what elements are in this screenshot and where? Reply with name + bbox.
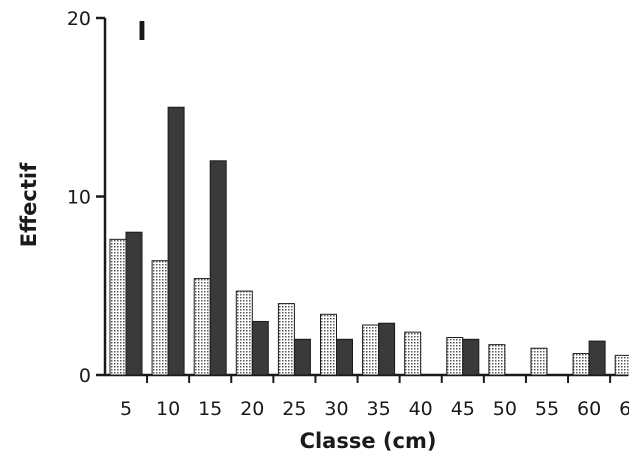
x-tick-label-10: 10 [156,398,180,420]
bar-dark-20 [251,320,269,376]
bar-dotted-light-50 [488,344,506,376]
x-axis-title: Classe (cm) [300,429,437,453]
bar-dark-25 [293,338,311,376]
bar-dark-10 [167,106,185,376]
y-axis-title: Effectif [17,162,41,247]
x-tick-label-35: 35 [367,398,391,420]
bar-dark-60 [588,340,606,376]
bar-dark-15 [209,160,227,376]
y-tick-label-20: 20 [67,8,91,30]
bar-dotted-light-15 [193,278,211,376]
bar-dotted-light-5 [109,238,127,376]
x-tick-label-40: 40 [409,398,433,420]
plot-area: 0 10 20 5 10 15 20 25 30 35 40 45 50 55 60 65 [67,8,629,420]
bar-dark-30 [336,338,353,376]
x-tick-label-60: 60 [577,398,601,420]
x-tick-label-45: 45 [451,398,475,420]
bar-dark-45 [462,338,480,376]
x-tick-label-20: 20 [240,398,264,420]
x-tick-label-55: 55 [535,398,559,420]
x-tick-label-30: 30 [324,398,348,420]
bar-dotted-light-65 [614,354,629,376]
x-tick-label-15: 15 [198,398,222,420]
x-tick-label-25: 25 [282,398,306,420]
bar-dotted-light-45 [446,337,464,376]
bar-dark-35 [378,322,396,376]
bar-dotted-light-35 [362,324,380,376]
x-tick-label-65: 65 [619,398,629,420]
bar-dotted-light-10 [151,260,169,376]
x-tick-label-5: 5 [120,398,132,420]
y-tick-label-0: 0 [79,365,91,387]
bar-dotted-light-30 [320,313,337,376]
bar-dark-5 [125,231,143,376]
y-tick-label-10: 10 [67,187,91,209]
panel-label: I [137,17,147,47]
bar-dotted-light-55 [530,347,548,376]
x-tick-label-50: 50 [493,398,517,420]
bar-dotted-light-60 [572,353,590,376]
bar-dotted-light-25 [277,303,295,376]
bar-dotted-light-20 [235,290,253,376]
bar-dotted-light-40 [404,331,422,376]
